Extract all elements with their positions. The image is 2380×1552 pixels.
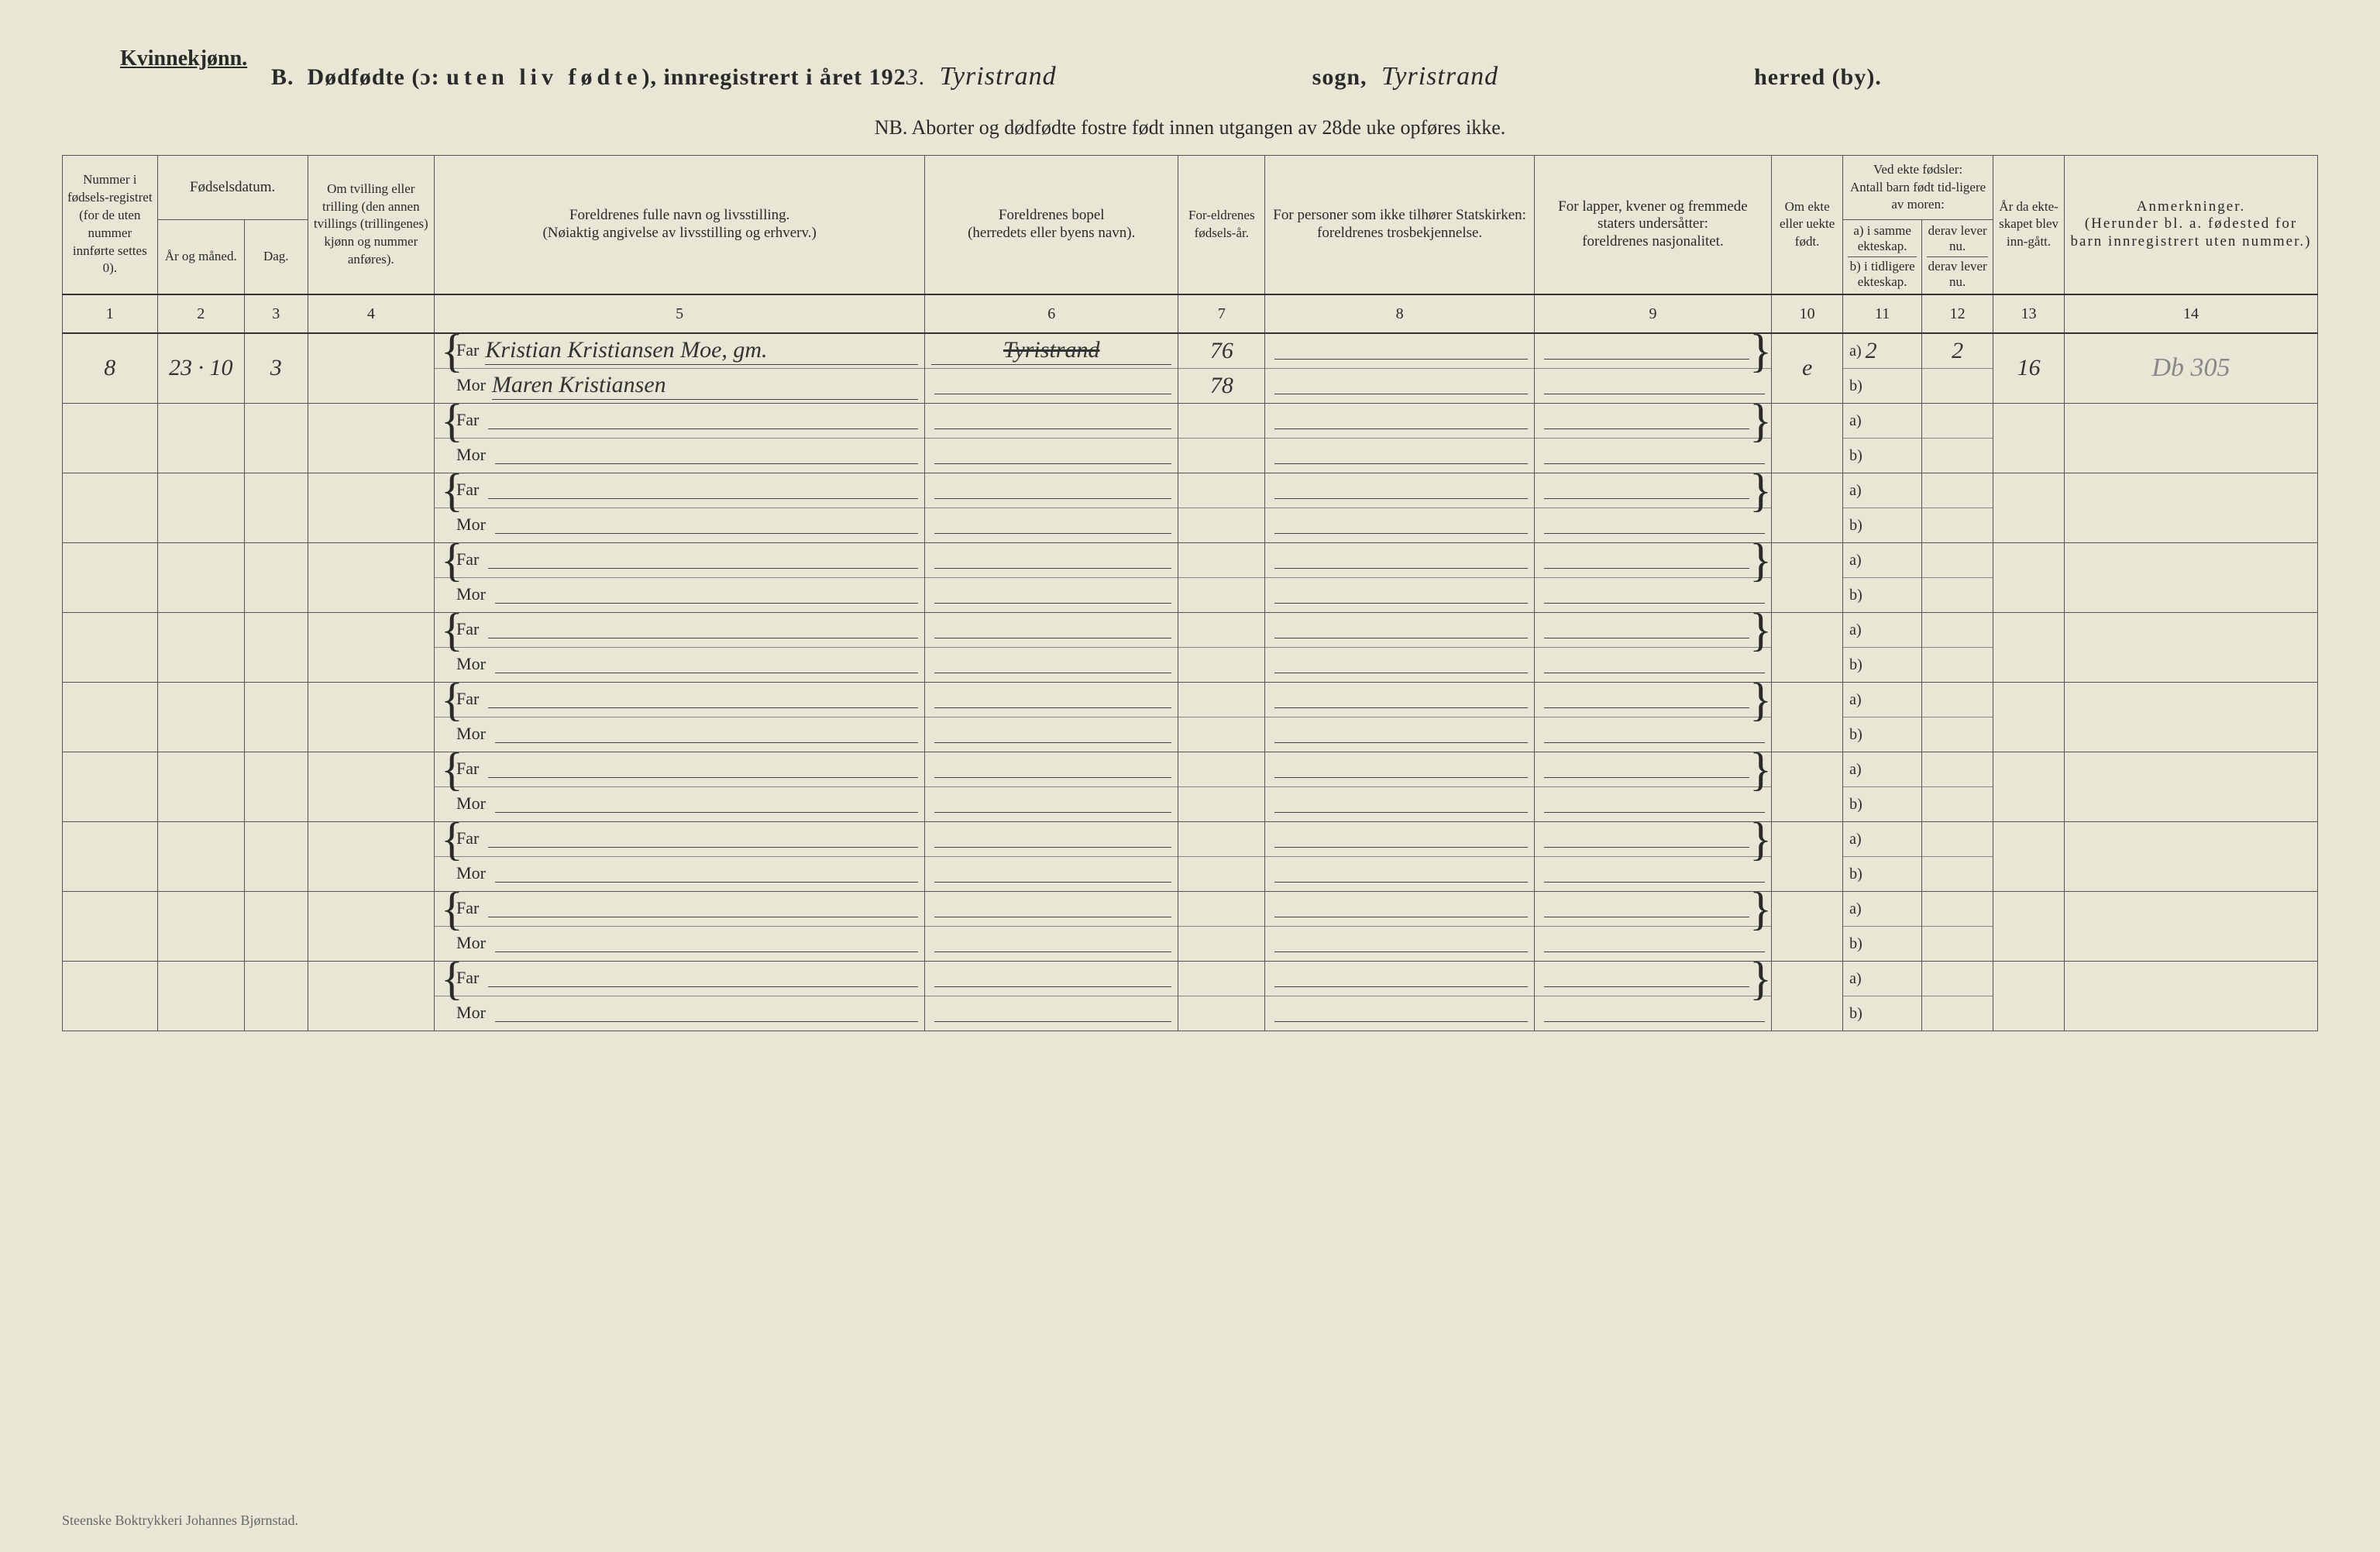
entry-far-name: Kristian Kristiansen Moe, gm. [485,336,918,365]
header-c10: Om ekte eller uekte født. [1772,156,1843,294]
entry-row: {Far{Mor } a)b) [63,961,2318,1031]
gender-label: Kvinnekjønn. [120,46,247,71]
header-c11a: a) i samme ekteskap. b) i tidligere ekte… [1843,220,1922,294]
header-c2-group: Fødselsdatum. [157,156,308,220]
register-table-wrap: Nummer i fødsels-registret (for de uten … [62,155,2318,1490]
colnum-6: 6 [925,294,1178,333]
entry-far-year: 76 [1210,337,1233,365]
b-label: b) [1849,377,1862,395]
brace-right-icon: } [1749,324,1765,378]
header-c2b: Dag. [244,220,308,294]
header-c12: derav lever nu. derav lever nu. [1922,220,1993,294]
colnum-3: 3 [244,294,308,333]
header-c9: For lapper, kvener og fremmede staters u… [1534,156,1771,294]
entry-row: {Far{Mor } a)b) [63,752,2318,821]
title-dot: . [919,64,926,91]
colnum-11: 11 [1843,294,1922,333]
entry-row: {Far{Mor } a)b) [63,821,2318,891]
colnum-7: 7 [1178,294,1265,333]
far-label: Far [456,340,479,360]
sogn-label: sogn, [1312,64,1367,91]
column-number-row: 1 2 3 4 5 6 7 8 9 10 11 12 13 14 [63,294,2318,333]
entry-row: {Far{Mor } a)b) [63,542,2318,612]
entry-row: {Far{Mor } a)b) [63,682,2318,752]
entry-ekt-aar: 16 [2017,355,2041,380]
parish-fill: Tyristrand [932,62,1064,91]
entry-ym: 23 · 10 [169,355,233,380]
a-label: a) [1849,342,1862,360]
entry-bopel: Tyristrand [931,336,1171,365]
colnum-13: 13 [1993,294,2065,333]
header-c6: Foreldrenes bopel (herredets eller byens… [925,156,1178,294]
register-table: Nummer i fødsels-registret (for de uten … [62,155,2318,1031]
colnum-10: 10 [1772,294,1843,333]
header-c1: Nummer i fødsels-registret (for de uten … [63,156,158,294]
header-c4: Om tvilling eller trilling (den annen tv… [308,156,434,294]
entry-a-val: 2 [1866,337,1877,365]
colnum-2: 2 [157,294,244,333]
header-c7: For-eldrenes fødsels-år. [1178,156,1265,294]
title-main2: uten liv fødte [446,64,641,91]
entry-ekte: e [1802,355,1812,380]
entry-row: {Far{Mor } a)b) [63,403,2318,473]
brace-icon: { [441,324,456,378]
entry-mor-name: Maren Kristiansen [492,371,918,400]
entry-row-1: 8 23 · 10 3 { Far Kristian Kristiansen M… [63,333,2318,404]
title-line: B. Dødfødte (ɔ: uten liv fødte ), innreg… [271,62,2318,91]
entry-row: {Far{Mor } a)b) [63,891,2318,961]
entry-day: 3 [270,355,282,380]
colnum-12: 12 [1922,294,1993,333]
header-c14: Anmerkninger. (Herunder bl. a. fødested … [2065,156,2318,294]
colnum-8: 8 [1265,294,1534,333]
entry-ab-cell: a) 2 b) [1843,333,1922,404]
section-b: B. [271,64,294,91]
title-main1: Dødfødte (ɔ: [308,64,440,91]
colnum-4: 4 [308,294,434,333]
herred-label: herred (by). [1754,64,1882,91]
district-fill: Tyristrand [1374,62,1506,91]
colnum-14: 14 [2065,294,2318,333]
header-c5: Foreldrenes fulle navn og livsstilling. … [435,156,925,294]
mor-label: Mor [456,375,486,395]
nb-line: NB. Aborter og dødfødte fostre født inne… [0,116,2380,139]
entry-row: {Far{Mor } a)b) [63,473,2318,542]
entry-row: {Far{Mor } a)b) [63,612,2318,682]
year-suffix: 3 [906,64,919,91]
header-c11-group: Ved ekte fødsler: Antall barn født tid-l… [1843,156,1993,220]
entry-num: 8 [104,355,115,380]
entry-bopel-cell: Tyristrand [925,333,1178,404]
title-main3: ), innregistrert i året 192 [641,64,906,91]
colnum-1: 1 [63,294,158,333]
header-c8: For personer som ikke tilhører Statskirk… [1265,156,1534,294]
entry-a-lever: 2 [1952,337,1963,365]
entry-years-cell: 76 78 [1178,333,1265,404]
colnum-5: 5 [435,294,925,333]
entry-mor-year: 78 [1210,372,1233,400]
printer-footer: Steenske Boktrykkeri Johannes Bjørnstad. [62,1512,298,1529]
colnum-9: 9 [1534,294,1771,333]
header-c13: År da ekte-skapet blev inn-gått. [1993,156,2065,294]
entry-anm: Db 305 [2151,353,2230,382]
header-c2a: År og måned. [157,220,244,294]
entry-parents: { Far Kristian Kristiansen Moe, gm. { Mo… [435,333,925,404]
